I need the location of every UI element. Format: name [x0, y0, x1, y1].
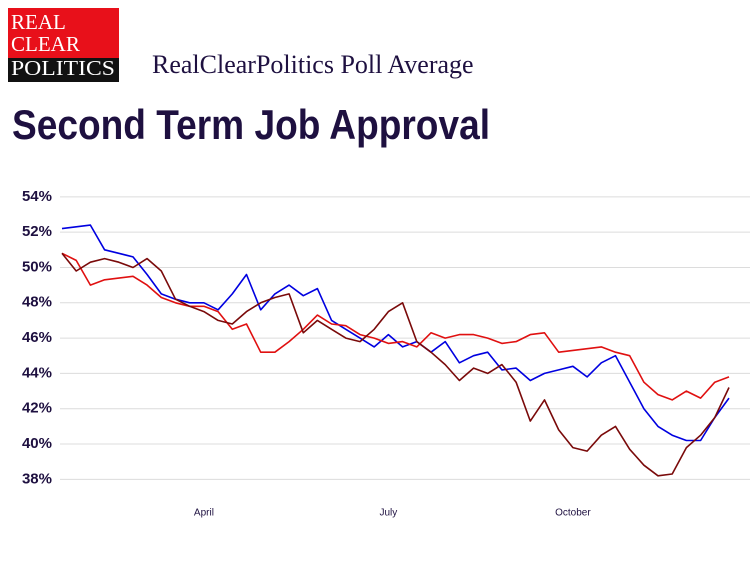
y-tick-label: 48%	[22, 294, 52, 311]
logo-text: CLEAR	[11, 32, 80, 56]
series-line	[61, 224, 730, 442]
series-line	[61, 252, 730, 477]
y-tick-label: 42%	[22, 400, 52, 417]
y-tick-label: 52%	[22, 223, 52, 240]
x-tick-label: October	[555, 508, 591, 519]
y-tick-label: 38%	[22, 470, 52, 487]
logo-band	[8, 58, 119, 82]
y-tick-label: 54%	[22, 188, 52, 205]
y-tick-label: 46%	[22, 329, 52, 346]
y-tick-label: 40%	[22, 435, 52, 452]
logo-text: REAL	[11, 10, 66, 34]
x-tick-label: July	[380, 508, 398, 519]
chart-title: Second Term Job Approval	[12, 101, 490, 148]
series-line	[61, 252, 730, 401]
logo-text: POLITICS	[11, 56, 115, 80]
chart-subtitle: RealClearPolitics Poll Average	[152, 50, 474, 79]
y-tick-label: 44%	[22, 364, 52, 381]
x-tick-label: April	[194, 508, 214, 519]
y-tick-label: 50%	[22, 258, 52, 275]
